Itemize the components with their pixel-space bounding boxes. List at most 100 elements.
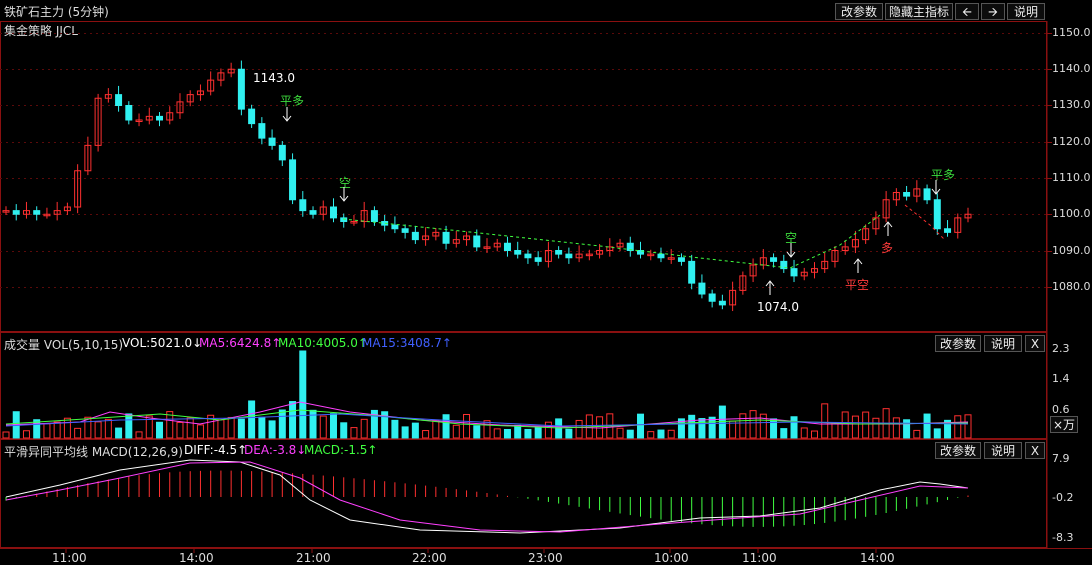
candle-body xyxy=(125,105,133,121)
time-tick: 22:00 xyxy=(412,551,447,565)
volume-bar xyxy=(473,425,481,439)
volume-help-button[interactable]: 说明 xyxy=(984,335,1022,352)
volume-bar xyxy=(84,416,92,439)
volume-bar xyxy=(319,415,327,439)
price-tick: 1090.0 xyxy=(1052,244,1091,257)
candle-body xyxy=(841,246,849,251)
candle-body xyxy=(176,101,184,114)
chart-title: 铁矿石主力 (5分钟) xyxy=(4,5,109,19)
candle-body xyxy=(217,72,225,81)
candle-body xyxy=(391,224,399,230)
volume-bar xyxy=(166,411,174,439)
time-tick: 14:00 xyxy=(860,551,895,565)
candle-body xyxy=(913,188,921,197)
time-tick: 11:00 xyxy=(52,551,87,565)
volume-bar xyxy=(237,418,245,439)
volume-bar xyxy=(637,413,645,439)
candle-body xyxy=(524,253,532,259)
volume-bar xyxy=(821,403,829,439)
candle-body xyxy=(667,257,675,260)
candle-body xyxy=(677,257,685,262)
volume-bar xyxy=(135,431,143,439)
candle-body xyxy=(606,246,614,251)
volume-bar xyxy=(544,421,552,439)
volume-bar xyxy=(698,418,706,439)
volume-bar xyxy=(278,409,286,439)
help-button[interactable]: 说明 xyxy=(1007,3,1045,20)
macd-dea: DEA:-3.8↓ xyxy=(244,443,307,457)
candle-body xyxy=(22,210,30,215)
hide-main-indicator-button[interactable]: 隐藏主指标 xyxy=(885,3,953,20)
volume-ma10: MA10:4005.0↑ xyxy=(278,336,368,350)
candle-body xyxy=(903,192,911,197)
candle-body xyxy=(892,192,900,201)
volume-bar xyxy=(626,429,634,439)
candle-body xyxy=(514,250,522,255)
candle-body xyxy=(411,231,419,241)
candle-body xyxy=(473,235,481,248)
volume-bar xyxy=(248,400,256,439)
volume-unit-button[interactable]: ×万 xyxy=(1050,416,1078,433)
volume-bar xyxy=(176,421,184,439)
candle-body xyxy=(483,246,491,249)
candle-body xyxy=(534,257,542,262)
candle-body xyxy=(432,231,440,237)
candle-body xyxy=(422,235,430,241)
volume-bar xyxy=(145,415,153,439)
strategy-label: 集金策略 JJCL xyxy=(4,24,78,38)
volume-params-button[interactable]: 改参数 xyxy=(935,335,981,352)
volume-bar xyxy=(903,419,911,439)
volume-value: VOL:5021.0↓ xyxy=(122,336,203,350)
candle-body xyxy=(309,210,317,215)
candle-body xyxy=(2,210,10,213)
volume-bar xyxy=(381,411,389,439)
volume-bar xyxy=(872,417,880,439)
macd-help-button[interactable]: 说明 xyxy=(984,442,1022,459)
candle-body xyxy=(729,289,737,306)
volume-bar xyxy=(831,422,839,439)
volume-bar xyxy=(780,428,788,439)
candle-body xyxy=(944,228,952,233)
candle-body xyxy=(299,199,307,212)
arrow-right-icon[interactable]: 🡪 xyxy=(981,3,1005,20)
volume-close-button[interactable]: X xyxy=(1025,335,1045,352)
macd-close-button[interactable]: X xyxy=(1025,442,1045,459)
volume-bar xyxy=(432,419,440,439)
volume-bar xyxy=(892,417,900,439)
macd-dea-line xyxy=(5,461,969,533)
price-tick: 1120.0 xyxy=(1052,135,1091,148)
volume-bar xyxy=(309,409,317,439)
candle-body xyxy=(463,235,471,241)
macd-pane-border xyxy=(0,439,1047,548)
volume-bar xyxy=(677,418,685,439)
volume-bar xyxy=(299,350,307,439)
volume-bar xyxy=(94,421,102,439)
volume-bar xyxy=(913,429,921,439)
arrow-left-icon[interactable]: 🡨 xyxy=(955,3,979,20)
candle-body xyxy=(94,97,102,146)
volume-bar xyxy=(442,414,450,439)
volume-bar xyxy=(841,411,849,439)
volume-bar xyxy=(616,427,624,439)
volume-ma15: MA15:3408.7↑ xyxy=(362,336,452,350)
volume-bar xyxy=(862,411,870,439)
candle-body xyxy=(442,231,450,244)
volume-bar xyxy=(125,413,133,439)
macd-value: MACD:-1.5↑ xyxy=(304,443,378,457)
macd-params-button[interactable]: 改参数 xyxy=(935,442,981,459)
volume-bar xyxy=(196,424,204,439)
volume-bar xyxy=(452,424,460,439)
macd-indicator-label: 平滑异同平均线 MACD(12,26,9) xyxy=(4,445,183,459)
candle-body xyxy=(156,115,164,121)
change-params-button[interactable]: 改参数 xyxy=(835,3,883,20)
candle-body xyxy=(810,268,818,273)
volume-bar xyxy=(186,417,194,439)
candle-body xyxy=(258,123,266,139)
candle-body xyxy=(800,271,808,277)
volume-bar xyxy=(411,422,419,439)
signal-short: 空 xyxy=(785,231,798,245)
macd-diff-line xyxy=(5,459,969,534)
signal-arrow-head xyxy=(765,280,775,287)
candle-body xyxy=(923,188,931,201)
